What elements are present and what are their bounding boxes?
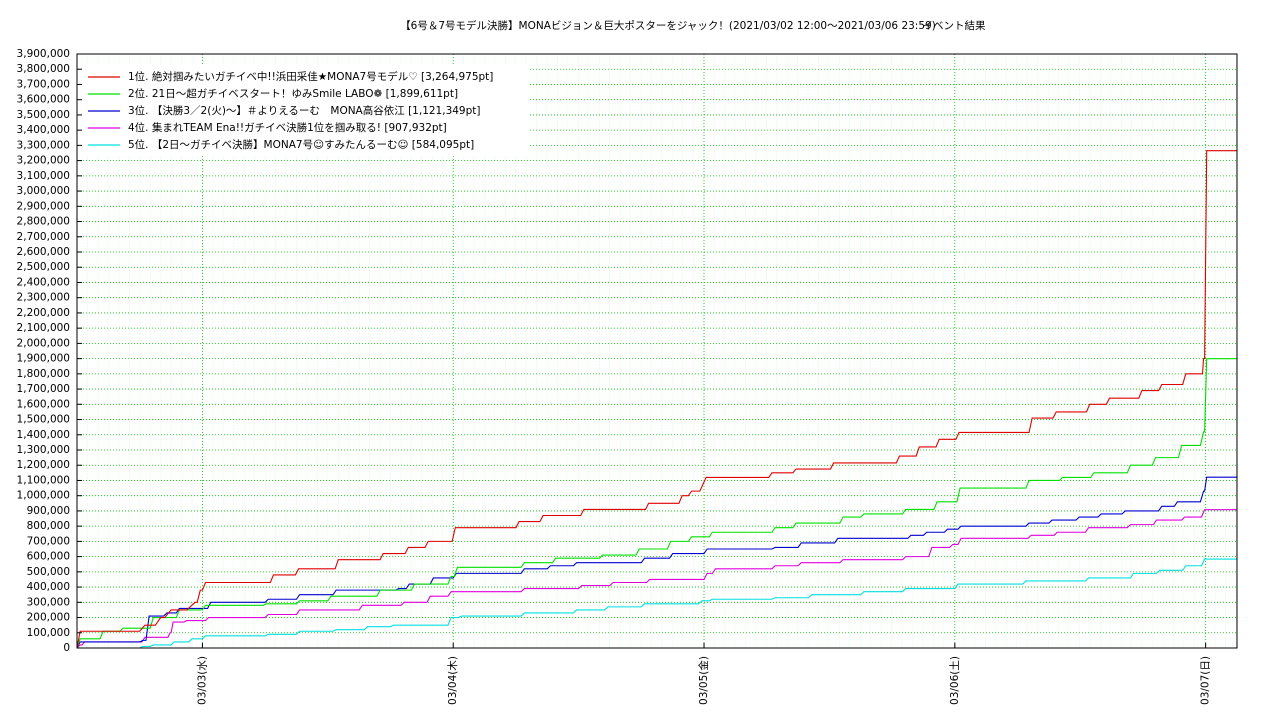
y-tick-label: 3,900,000 xyxy=(17,48,70,60)
y-tick-label: 1,400,000 xyxy=(17,429,70,441)
y-tick-label: 2,200,000 xyxy=(17,307,70,319)
series-line xyxy=(76,150,1237,649)
y-tick-label: 2,900,000 xyxy=(17,200,70,212)
legend-box xyxy=(80,64,530,156)
y-tick-label: 3,500,000 xyxy=(17,109,70,121)
y-tick-label: 2,800,000 xyxy=(17,216,70,228)
y-tick-label: 600,000 xyxy=(27,551,70,563)
y-tick-label: 500,000 xyxy=(27,566,70,578)
y-tick-label: 3,000,000 xyxy=(17,185,70,197)
y-tick-label: 3,400,000 xyxy=(17,124,70,136)
axes: 0 100,000 200,000 300,000 400,000 500,000 600,… xyxy=(17,48,1212,705)
y-tick-label: 2,100,000 xyxy=(17,322,70,334)
y-tick-label: 1,500,000 xyxy=(17,414,70,426)
y-tick-label: 1,600,000 xyxy=(17,398,70,410)
y-tick-label: 2,500,000 xyxy=(17,261,70,273)
x-tick-label: 03/07(日) xyxy=(1200,656,1212,705)
y-tick-label: 200,000 xyxy=(27,612,70,624)
legend-label: 4位. 集まれTEAM Ena!!ガチイベ決勝1位を掴み取る! [907,932… xyxy=(128,121,447,134)
y-tick-label: 2,300,000 xyxy=(17,292,70,304)
series-line xyxy=(76,509,1237,649)
series-line xyxy=(76,476,1237,649)
y-tick-label: 2,400,000 xyxy=(17,276,70,288)
y-tick-label: 1,200,000 xyxy=(17,459,70,471)
y-tick-label: 2,000,000 xyxy=(17,337,70,349)
legend-label: 1位. 絶対掴みたいガチイベ中!!浜田采佳★MONA7号モデル♡ [3,264,… xyxy=(128,70,493,83)
y-tick-label: 300,000 xyxy=(27,596,70,608)
y-tick-label: 2,600,000 xyxy=(17,246,70,258)
series-line xyxy=(77,558,1237,649)
y-tick-label: 1,000,000 xyxy=(17,490,70,502)
y-tick-label: 2,700,000 xyxy=(17,231,70,243)
legend-label: 5位. 【2日〜ガチイベ決勝】MONA7号☺すみたんるーむ☺ [584,095p… xyxy=(128,138,474,151)
y-tick-label: 100,000 xyxy=(27,627,70,639)
y-tick-label: 900,000 xyxy=(27,505,70,517)
y-tick-label: 1,700,000 xyxy=(17,383,70,395)
x-tick-label: 03/06(土) xyxy=(948,656,961,705)
y-tick-label: 1,100,000 xyxy=(17,474,70,486)
y-tick-label: 3,800,000 xyxy=(17,63,70,75)
lines xyxy=(76,150,1237,649)
y-tick-label: 3,100,000 xyxy=(17,170,70,182)
y-tick-label: 1,900,000 xyxy=(17,353,70,365)
y-tick-label: 800,000 xyxy=(27,520,70,532)
y-tick-label: 1,300,000 xyxy=(17,444,70,456)
y-tick-label: 3,600,000 xyxy=(17,94,70,106)
legend: 1位. 絶対掴みたいガチイベ中!!浜田采佳★MONA7号モデル♡ [3,264,… xyxy=(80,64,530,156)
y-tick-label: 3,700,000 xyxy=(17,78,70,90)
legend-label: 3位. 【決勝3／2(火)〜】＃よりえるーむ MONA高谷依江 [1,121,3… xyxy=(128,104,481,117)
y-tick-label: 3,200,000 xyxy=(17,155,70,167)
plot-frame xyxy=(76,53,1238,649)
chart-subtitle: イベント結果 xyxy=(923,19,986,32)
chart-title: 【6号＆7号モデル決勝】MONAビジョン＆巨大ポスターをジャック！(2021/0… xyxy=(400,19,936,32)
series-line xyxy=(76,358,1237,649)
legend-label: 2位. 21日〜超ガチイベスタート！ゆみSmile LABO❁ [1,899,6… xyxy=(128,87,458,100)
x-tick-label: 03/04(木) xyxy=(447,656,459,705)
x-tick-label: 03/05(金) xyxy=(697,656,710,705)
y-tick-label: 700,000 xyxy=(27,535,70,547)
y-tick-label: 0 xyxy=(63,642,70,654)
y-tick-label: 1,800,000 xyxy=(17,368,70,380)
x-tick-label: 03/03(水) xyxy=(196,656,208,705)
y-tick-label: 3,300,000 xyxy=(17,139,70,151)
y-tick-label: 400,000 xyxy=(27,581,70,593)
